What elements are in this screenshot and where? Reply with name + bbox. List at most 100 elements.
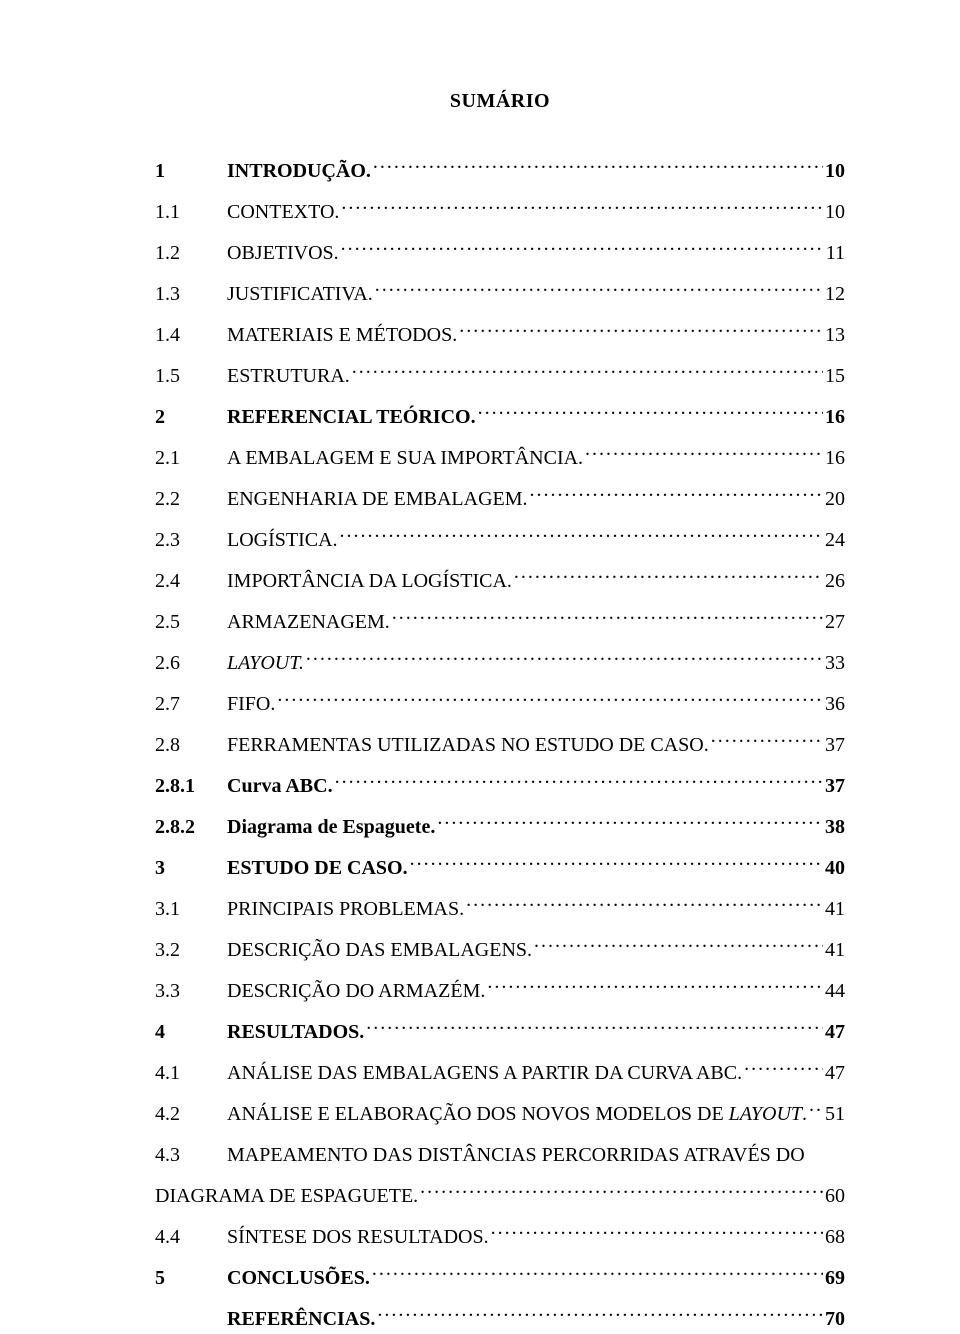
toc-entry-number: 4.1 bbox=[155, 1058, 227, 1088]
toc-entry-title: Curva ABC. bbox=[227, 771, 333, 801]
toc-entry-title: LAYOUT. bbox=[227, 648, 304, 678]
toc-entry-title: REFERÊNCIAS. bbox=[227, 1304, 375, 1334]
toc-entry-number: 1.2 bbox=[155, 238, 227, 268]
toc-entry-number: 2.6 bbox=[155, 648, 227, 678]
toc-leader-dots bbox=[375, 280, 823, 300]
toc-entry-number: 2.8.2 bbox=[155, 812, 227, 842]
toc-entry-page: 38 bbox=[825, 812, 845, 842]
toc-leader-dots bbox=[585, 444, 823, 464]
toc-entry-number: 3.3 bbox=[155, 976, 227, 1006]
toc-leader-dots bbox=[459, 321, 823, 341]
toc-entry-number: 2.4 bbox=[155, 566, 227, 596]
toc-entry-page: 16 bbox=[825, 402, 845, 432]
toc-entry-title: IMPORTÂNCIA DA LOGÍSTICA. bbox=[227, 566, 512, 596]
toc-entry-page: 60 bbox=[825, 1181, 845, 1211]
toc-entry-number: 4.3 bbox=[155, 1140, 227, 1170]
toc-entry-number: 4.4 bbox=[155, 1222, 227, 1252]
toc-row: 2.1A EMBALAGEM E SUA IMPORTÂNCIA. 16 bbox=[155, 443, 845, 473]
toc-entry-page: 16 bbox=[825, 443, 845, 473]
toc-entry-page: 37 bbox=[825, 730, 845, 760]
toc-entry-number: 2.8.1 bbox=[155, 771, 227, 801]
toc-entry-title: PRINCIPAIS PROBLEMAS. bbox=[227, 894, 464, 924]
toc-entry-title: ARMAZENAGEM. bbox=[227, 607, 390, 637]
toc-entry-number: 3.2 bbox=[155, 935, 227, 965]
toc-row: 4.3MAPEAMENTO DAS DISTÂNCIAS PERCORRIDAS… bbox=[155, 1140, 845, 1170]
toc-row: 1.3JUSTIFICATIVA.12 bbox=[155, 279, 845, 309]
toc-entry-number: 4 bbox=[155, 1017, 227, 1047]
toc-entry-number: 1.1 bbox=[155, 197, 227, 227]
toc-entry-title: ESTUDO DE CASO. bbox=[227, 853, 408, 883]
toc-row: 2.7FIFO.36 bbox=[155, 689, 845, 719]
toc-leader-dots bbox=[306, 649, 823, 669]
toc-row: 2.8.1Curva ABC. 37 bbox=[155, 771, 845, 801]
toc-row: 2.4IMPORTÂNCIA DA LOGÍSTICA. 26 bbox=[155, 566, 845, 596]
toc-row: 4RESULTADOS.47 bbox=[155, 1017, 845, 1047]
toc-entry-title: ESTRUTURA. bbox=[227, 361, 350, 391]
toc-entry-title: FIFO. bbox=[227, 689, 275, 719]
toc-entry-page: 24 bbox=[825, 525, 845, 555]
toc-entry-page: 44 bbox=[825, 976, 845, 1006]
toc-entry-page: 33 bbox=[825, 648, 845, 678]
toc-entry-number: 2.1 bbox=[155, 443, 227, 473]
toc-entry-page: 13 bbox=[825, 320, 845, 350]
toc-entry-page: 12 bbox=[825, 279, 845, 309]
toc-row: 3.1PRINCIPAIS PROBLEMAS. 41 bbox=[155, 894, 845, 924]
toc-row: 1.4MATERIAIS E MÉTODOS.13 bbox=[155, 320, 845, 350]
toc-row: 2.8.2Diagrama de Espaguete. 38 bbox=[155, 812, 845, 842]
toc-entry-page: 40 bbox=[825, 853, 845, 883]
toc-entry-page: 27 bbox=[825, 607, 845, 637]
toc-entry-title: DIAGRAMA DE ESPAGUETE. bbox=[155, 1181, 418, 1211]
toc-entry-number: 3 bbox=[155, 853, 227, 883]
toc-entry-page: 41 bbox=[825, 894, 845, 924]
toc-leader-dots bbox=[437, 813, 823, 833]
toc-row: DIAGRAMA DE ESPAGUETE. 60 bbox=[155, 1181, 845, 1211]
toc-entry-page: 11 bbox=[826, 238, 845, 268]
toc-row: 4.4SÍNTESE DOS RESULTADOS.68 bbox=[155, 1222, 845, 1252]
toc-entry-number: 1 bbox=[155, 156, 227, 186]
toc-leader-dots bbox=[410, 854, 823, 874]
doc-heading: SUMÁRIO bbox=[155, 86, 845, 116]
toc-entry-page: 37 bbox=[825, 771, 845, 801]
toc-entry-title: CONTEXTO. bbox=[227, 197, 339, 227]
toc-row: 3ESTUDO DE CASO. 40 bbox=[155, 853, 845, 883]
toc-row: 2.8FERRAMENTAS UTILIZADAS NO ESTUDO DE C… bbox=[155, 730, 845, 760]
toc-leader-dots bbox=[466, 895, 823, 915]
toc-row: 2.5ARMAZENAGEM.27 bbox=[155, 607, 845, 637]
toc-entry-title: ANÁLISE E ELABORAÇÃO DOS NOVOS MODELOS D… bbox=[227, 1099, 807, 1129]
toc-entry-title: ENGENHARIA DE EMBALAGEM. bbox=[227, 484, 528, 514]
toc-entry-page: 10 bbox=[825, 197, 845, 227]
toc-leader-dots bbox=[341, 239, 824, 259]
toc-row: 3.3DESCRIÇÃO DO ARMAZÉM. 44 bbox=[155, 976, 845, 1006]
toc-leader-dots bbox=[530, 485, 823, 505]
toc-entry-title: Diagrama de Espaguete. bbox=[227, 812, 435, 842]
toc-row: 5CONCLUSÕES.69 bbox=[155, 1263, 845, 1293]
toc-entry-title: RESULTADOS. bbox=[227, 1017, 364, 1047]
toc-entry-title: A EMBALAGEM E SUA IMPORTÂNCIA. bbox=[227, 443, 583, 473]
toc-row: 4.2ANÁLISE E ELABORAÇÃO DOS NOVOS MODELO… bbox=[155, 1099, 845, 1129]
toc-leader-dots bbox=[377, 1305, 823, 1325]
toc-row: 1.2OBJETIVOS.11 bbox=[155, 238, 845, 268]
toc-leader-dots bbox=[352, 362, 823, 382]
toc-entry-number: 5 bbox=[155, 1263, 227, 1293]
toc-entry-page: 36 bbox=[825, 689, 845, 719]
toc-entry-title: DESCRIÇÃO DAS EMBALAGENS. bbox=[227, 935, 532, 965]
toc-entry-title: LOGÍSTICA. bbox=[227, 525, 338, 555]
toc-entry-title: DESCRIÇÃO DO ARMAZÉM. bbox=[227, 976, 485, 1006]
toc-entry-title: INTRODUÇÃO. bbox=[227, 156, 371, 186]
toc-entry-page: 41 bbox=[825, 935, 845, 965]
toc-leader-dots bbox=[420, 1182, 823, 1202]
toc-leader-dots bbox=[744, 1059, 823, 1079]
toc-entry-page: 15 bbox=[825, 361, 845, 391]
toc-leader-dots bbox=[491, 1223, 823, 1243]
table-of-contents: 1INTRODUÇÃO. 101.1CONTEXTO. 10 1.2OBJETIVOS… bbox=[155, 156, 845, 1334]
toc-entry-title: SÍNTESE DOS RESULTADOS. bbox=[227, 1222, 489, 1252]
toc-leader-dots bbox=[392, 608, 823, 628]
toc-leader-dots bbox=[341, 198, 823, 218]
toc-leader-dots bbox=[372, 1264, 823, 1284]
toc-row: 1.1CONTEXTO. 10 bbox=[155, 197, 845, 227]
toc-entry-number: 3.1 bbox=[155, 894, 227, 924]
toc-entry-page: 26 bbox=[825, 566, 845, 596]
toc-entry-page: 51 bbox=[825, 1099, 845, 1129]
toc-leader-dots bbox=[809, 1100, 823, 1120]
toc-entry-number: 2 bbox=[155, 402, 227, 432]
